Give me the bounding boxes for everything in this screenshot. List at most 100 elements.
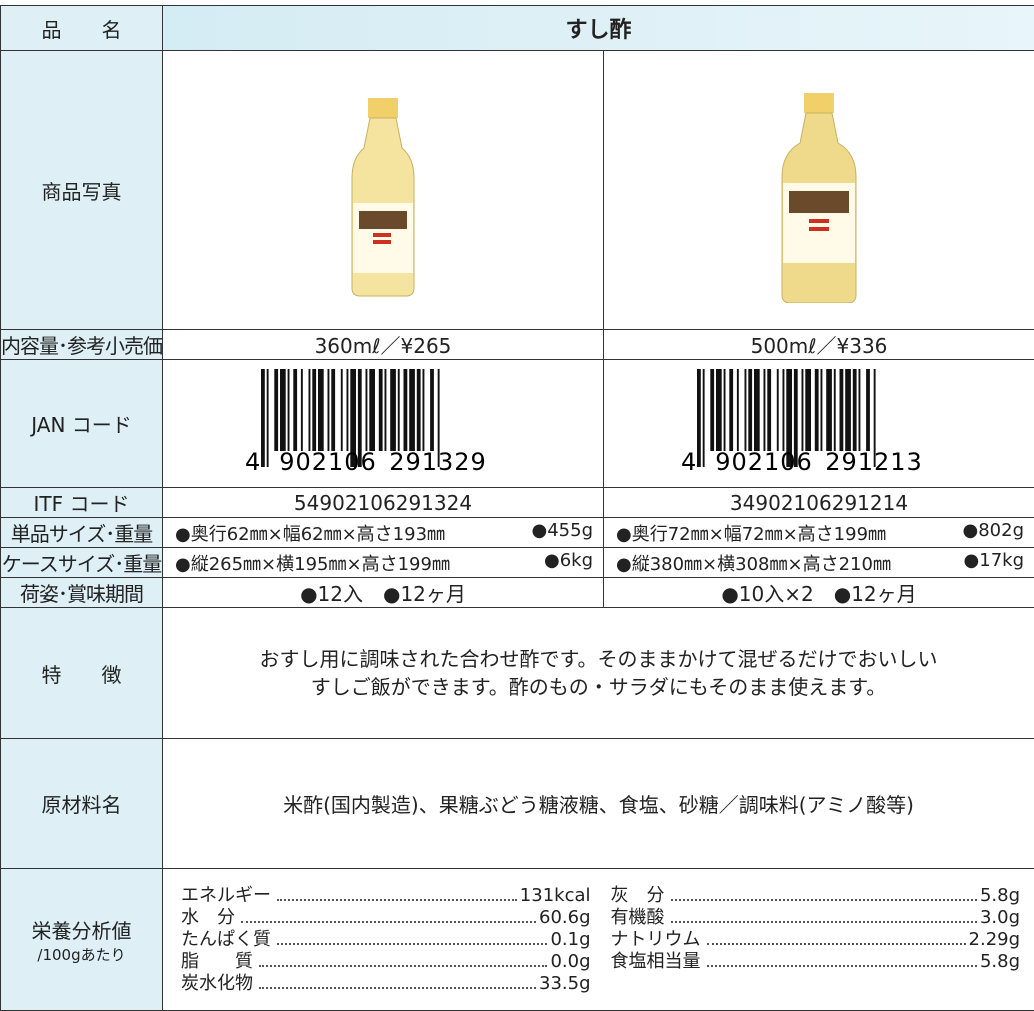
barcode-bar <box>366 369 368 451</box>
cell: ●12入 ●12ヶ月 <box>163 578 604 608</box>
nutrient-value: 60.6g <box>539 907 591 929</box>
barcode-bar <box>261 369 265 467</box>
barcode-bar <box>840 369 844 451</box>
nutrition-row: 灰 分 5.8g <box>611 885 1021 907</box>
leader <box>277 899 517 901</box>
barcode-bar <box>274 369 278 451</box>
nutrient-name: 炭水化物 <box>181 973 253 995</box>
barcode-bar <box>280 369 286 451</box>
barcode-bar <box>318 369 324 451</box>
header-label: 品 名 <box>1 6 163 51</box>
barcode-digits: 291329 <box>389 448 487 476</box>
nutrition-row: 食塩相当量 5.8g <box>611 951 1021 973</box>
barcode-bar <box>293 369 297 451</box>
nutrient-value: 131kcal <box>520 885 591 907</box>
size: ●縦265㎜×横195㎜×高さ199㎜ <box>175 550 450 576</box>
nutrient-value: 5.8g <box>980 885 1020 907</box>
cell: ●奥行72㎜×幅72㎜×高さ199㎜ ●802g <box>604 518 1034 548</box>
barcode-bar <box>802 369 804 451</box>
cell: ●10入×2 ●12ヶ月 <box>604 578 1034 608</box>
row-label: 荷姿･賞味期間 <box>1 578 163 608</box>
leader <box>707 965 977 967</box>
row-label: ケースサイズ･重量 <box>1 548 163 578</box>
barcode-bar <box>821 369 823 451</box>
nutrition-row: 水 分 60.6g <box>181 907 591 929</box>
cell: 360mℓ／¥265 <box>163 330 604 360</box>
cell: ●縦265㎜×横195㎜×高さ199㎜●6kg <box>163 548 604 578</box>
leader <box>671 899 977 901</box>
size: ●奥行72㎜×幅72㎜×高さ199㎜ <box>616 520 886 546</box>
weight: ●802g <box>963 520 1025 546</box>
barcode-digits: 902106 <box>279 448 377 476</box>
barcode-bar <box>815 369 819 451</box>
barcode-bar <box>724 369 726 451</box>
photo-cell <box>604 51 1034 330</box>
barcode-digits: 291213 <box>825 448 923 476</box>
row-label: 内容量･参考小売価格 <box>1 330 163 360</box>
barcode-bar <box>369 369 375 451</box>
barcode-bar <box>745 369 747 451</box>
nutrient-name: 食塩相当量 <box>611 951 701 973</box>
barcode-bar <box>331 369 335 451</box>
nutrient-value: 3.0g <box>980 907 1020 929</box>
photo-cell <box>163 51 604 330</box>
ingredients-text: 米酢(国内製造)、果糖ぶどう糖液糖、食塩、砂糖／調味料(アミノ酸等) <box>163 739 1034 869</box>
barcode-bar <box>777 369 779 451</box>
nutrient-name: 灰 分 <box>611 885 665 907</box>
barcode-bar <box>716 369 722 451</box>
barcode-bar <box>748 369 752 451</box>
product-title: すし酢 <box>163 6 1034 51</box>
barcode-bar <box>267 369 269 467</box>
nutrient-value: 0.1g <box>550 929 590 951</box>
barcode-bar <box>834 369 836 451</box>
size: ●奥行62㎜×幅62㎜×高さ193㎜ <box>175 520 445 546</box>
cell: ●奥行62㎜×幅62㎜×高さ193㎜●455g <box>163 518 604 548</box>
barcode-digits: 902106 <box>715 448 813 476</box>
barcode-bar <box>409 369 415 451</box>
nutrient-name: たんぱく質 <box>181 929 271 951</box>
barcode-bar <box>866 369 870 451</box>
barcode-bar <box>767 369 771 451</box>
features-text: おすし用に調味された合わせ酢です。そのままかけて混ぜるだけでおいしいすしご飯がで… <box>163 608 1034 739</box>
barcode-bar <box>398 369 400 451</box>
barcode-bar <box>301 369 303 451</box>
bottle-small <box>323 73 443 303</box>
label: 栄養分析値 <box>1 915 162 944</box>
barcode-bar <box>417 369 421 451</box>
nutrient-value: 33.5g <box>539 973 591 995</box>
barcode-bar <box>390 369 396 451</box>
leader <box>259 987 536 989</box>
barcode-bar <box>703 369 705 467</box>
nutrient-name: 水 分 <box>181 907 235 929</box>
barcode-bar <box>845 369 851 451</box>
nutrient-value: 0.0g <box>550 951 590 973</box>
barcode-bar <box>288 369 290 451</box>
nutrient-value: 5.8g <box>980 951 1020 973</box>
nutrition-row: 炭水化物 33.5g <box>181 973 591 995</box>
sublabel: /100gあたり <box>1 944 162 965</box>
nutrient-name: ナトリウム <box>611 929 701 951</box>
barcode-bar <box>859 369 861 451</box>
barcode-bar <box>404 369 408 451</box>
cell: 34902106291214 <box>604 488 1034 518</box>
barcode-bar <box>309 369 311 451</box>
nutrient-value: 2.29g <box>969 929 1021 951</box>
barcode-bar <box>783 369 785 451</box>
barcode-bar <box>729 369 733 451</box>
weight: ●17kg <box>964 550 1024 576</box>
row-label: 単品サイズ･重量 <box>1 518 163 548</box>
text-line: すしご飯ができます。酢のもの・サラダにもそのまま使えます。 <box>163 673 1034 701</box>
bottle-large <box>759 73 879 303</box>
barcode-bar <box>737 369 739 451</box>
barcode-bar <box>328 369 330 451</box>
text-line: おすし用に調味された合わせ酢です。そのままかけて混ぜるだけでおいしい <box>163 645 1034 673</box>
